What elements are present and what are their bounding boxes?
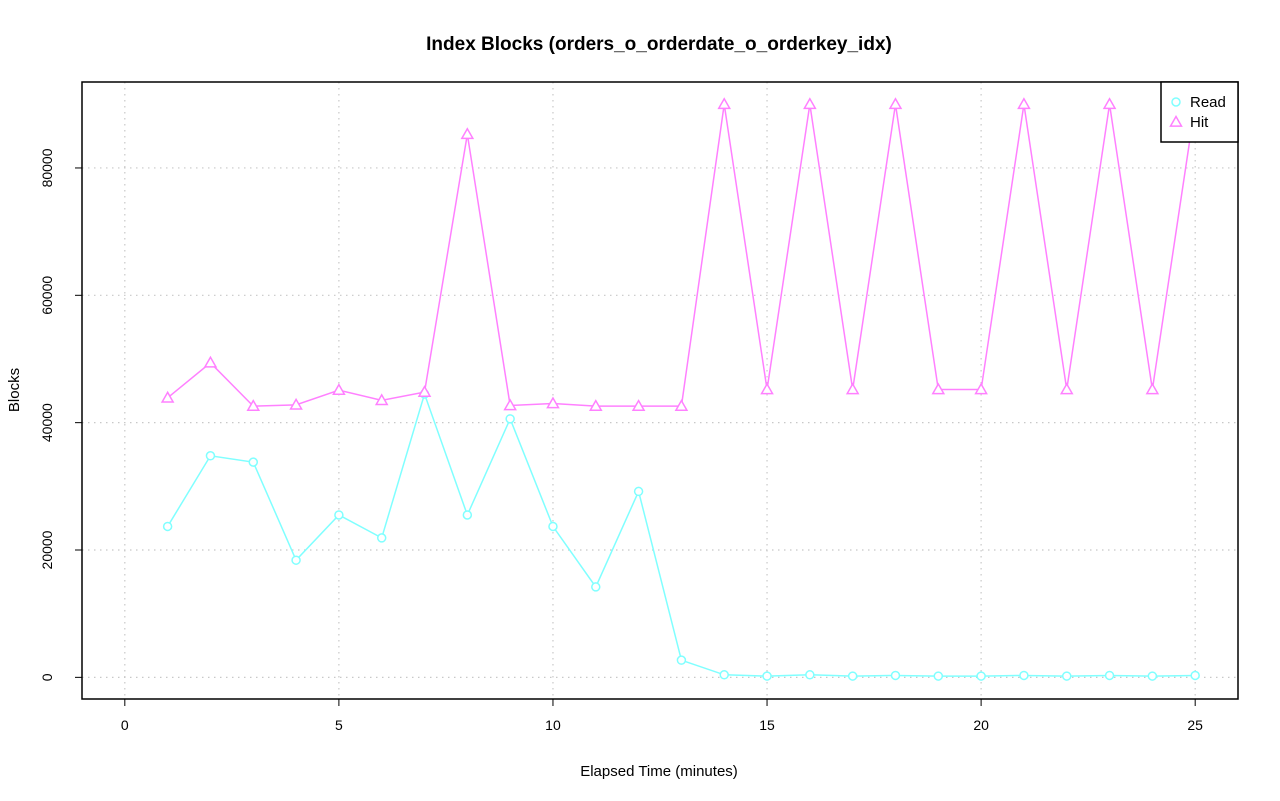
series-hit bbox=[160, 97, 1202, 411]
series-read-point bbox=[376, 533, 387, 543]
plot-frame bbox=[81, 81, 1239, 700]
series-hit-point bbox=[246, 399, 261, 411]
x-axis-label: Elapsed Time (minutes) bbox=[580, 763, 738, 780]
series-hit-point bbox=[588, 399, 603, 411]
legend-items: Read Hit bbox=[1169, 94, 1226, 131]
y-tick-label: 80000 bbox=[39, 148, 55, 187]
x-tick-label: 20 bbox=[973, 717, 989, 733]
series-hit-point bbox=[845, 382, 860, 395]
series-layer bbox=[160, 97, 1202, 681]
series-hit-point bbox=[332, 383, 346, 396]
series-read-point bbox=[1104, 670, 1115, 681]
legend-box bbox=[1160, 81, 1239, 143]
y-tick-label: 20000 bbox=[39, 530, 55, 569]
series-read-point bbox=[462, 510, 473, 520]
legend-label-hit: Hit bbox=[1190, 114, 1209, 131]
series-hit-point bbox=[417, 385, 432, 397]
series-read-point bbox=[976, 671, 986, 681]
y-axis-label: Blocks bbox=[6, 368, 23, 412]
series-hit-point bbox=[460, 127, 475, 140]
series-hit-point bbox=[760, 382, 774, 395]
series-hit-point bbox=[1145, 382, 1160, 395]
y-tick-label: 60000 bbox=[39, 276, 55, 315]
chart-title: Index Blocks (orders_o_orderdate_o_order… bbox=[426, 34, 892, 55]
series-hit-point bbox=[1102, 97, 1117, 110]
series-read-line bbox=[166, 391, 1196, 677]
series-read-point bbox=[890, 670, 901, 681]
series-hit-point bbox=[803, 97, 817, 110]
series-read-point bbox=[1147, 671, 1158, 681]
series-read-point bbox=[505, 414, 515, 424]
x-tick-label: 0 bbox=[121, 717, 129, 733]
series-read-point bbox=[248, 457, 259, 467]
series-hit-point bbox=[1059, 382, 1074, 395]
series-read-point bbox=[847, 671, 858, 681]
series-hit-point bbox=[674, 399, 689, 411]
series-read-point bbox=[291, 555, 301, 565]
series-read-point bbox=[719, 670, 729, 680]
series-read-point bbox=[162, 521, 173, 532]
legend-label-read: Read bbox=[1190, 94, 1226, 111]
y-tick-label: 40000 bbox=[39, 403, 55, 442]
x-tick-label: 15 bbox=[759, 717, 775, 733]
series-hit-point bbox=[888, 97, 903, 110]
series-read-point bbox=[205, 451, 216, 461]
x-tick-label: 5 bbox=[335, 717, 343, 733]
series-read-point bbox=[1019, 670, 1029, 681]
legend: Read Hit bbox=[1160, 81, 1239, 143]
legend-marker-hit bbox=[1169, 114, 1183, 127]
series-hit-point bbox=[931, 382, 946, 395]
series-read-point bbox=[1190, 670, 1200, 681]
y-axis: 0 20000 40000 60000 80000 bbox=[39, 148, 82, 681]
series-hit-point bbox=[1017, 97, 1031, 110]
x-tick-label: 10 bbox=[545, 717, 561, 733]
series-read-point bbox=[805, 670, 815, 680]
series-read-point bbox=[933, 671, 944, 681]
series-hit-point bbox=[631, 399, 646, 411]
series-read-point bbox=[548, 521, 558, 532]
series-read-point bbox=[762, 671, 772, 681]
series-read-point bbox=[633, 486, 644, 497]
grid-lines bbox=[82, 82, 1238, 699]
series-hit-point bbox=[203, 355, 218, 368]
series-hit-point bbox=[717, 97, 732, 110]
series-read-point bbox=[1061, 671, 1072, 681]
legend-marker-read bbox=[1171, 97, 1181, 107]
y-tick-label: 0 bbox=[39, 673, 55, 681]
x-tick-label: 25 bbox=[1187, 717, 1203, 733]
series-hit-line bbox=[167, 104, 1196, 407]
series-hit-point bbox=[374, 393, 389, 406]
series-read-point bbox=[334, 510, 344, 520]
series-read bbox=[162, 389, 1200, 681]
series-hit-point bbox=[289, 397, 303, 410]
series-read-point bbox=[676, 655, 687, 665]
series-hit-point bbox=[160, 390, 175, 403]
x-axis: 0 5 10 15 20 25 bbox=[121, 699, 1203, 733]
series-hit-point bbox=[546, 396, 560, 409]
series-hit-point bbox=[503, 398, 517, 411]
series-read-point bbox=[591, 582, 601, 592]
series-hit-point bbox=[974, 382, 988, 395]
